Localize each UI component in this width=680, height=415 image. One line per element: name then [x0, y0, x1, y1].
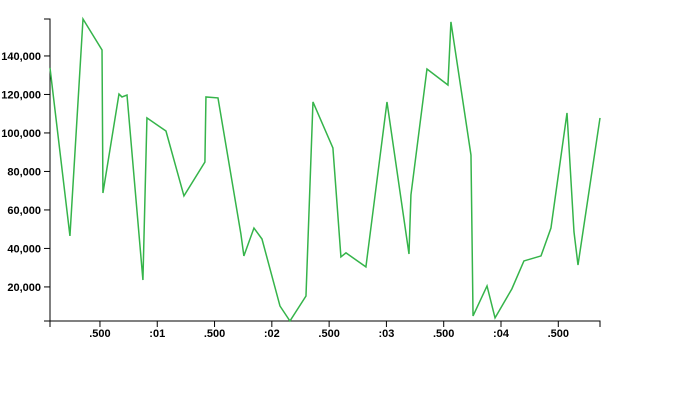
x-tick-label: .500 — [318, 328, 339, 340]
y-tick-label: 120,000 — [1, 89, 41, 101]
y-tick-label: 80,000 — [7, 166, 41, 178]
x-tick-label: .500 — [548, 328, 569, 340]
x-tick-label: .500 — [433, 328, 454, 340]
x-tick-label: .500 — [204, 328, 225, 340]
y-tick-label: 20,000 — [7, 282, 41, 294]
x-tick-label: .500 — [89, 328, 110, 340]
y-tick-label: 60,000 — [7, 205, 41, 217]
x-axis — [49, 320, 601, 327]
y-axis — [44, 18, 51, 322]
y-tick-label: 40,000 — [7, 243, 41, 255]
x-tick-label: :03 — [378, 328, 394, 340]
x-tick-label: :01 — [149, 328, 165, 340]
x-tick-label: :02 — [264, 328, 280, 340]
y-tick-label: 100,000 — [1, 128, 41, 140]
data-line — [49, 16, 601, 323]
y-tick-label: 140,000 — [1, 51, 41, 63]
x-tick-label: :04 — [493, 328, 510, 340]
